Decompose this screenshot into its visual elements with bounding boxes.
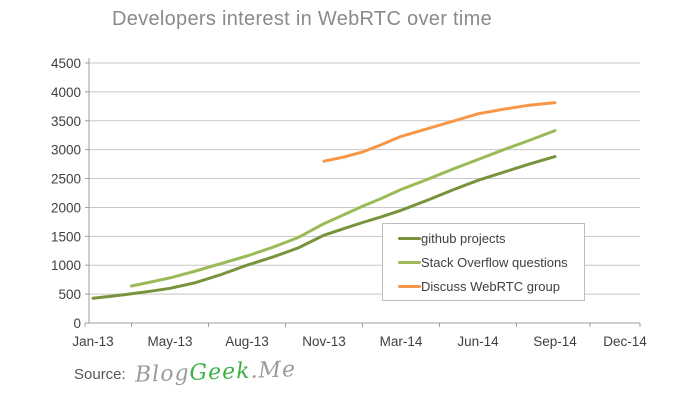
series-line-stack-overflow-questions	[130, 129, 557, 288]
legend-label: Discuss WebRTC group	[421, 278, 560, 294]
svg-text:4000: 4000	[51, 85, 81, 100]
svg-text:Sep-14: Sep-14	[533, 334, 577, 349]
svg-text:4500: 4500	[51, 56, 81, 71]
chart-title: Developers interest in WebRTC over time	[112, 8, 492, 30]
legend-key-line	[398, 284, 421, 288]
source-row: Source: BlogGeek.Me	[74, 357, 296, 388]
bloggeek-logo: BlogGeek.Me	[134, 357, 296, 388]
legend-label: github projects	[421, 230, 506, 246]
legend-item: Discuss WebRTC group	[398, 276, 584, 296]
svg-text:Nov-13: Nov-13	[302, 334, 346, 349]
x-axis-labels: Jan-13 May-13 Aug-13 Nov-13 Mar-14 Jun-14 Sep-…	[72, 334, 647, 349]
source-label: Source:	[74, 366, 126, 383]
svg-text:Aug-13: Aug-13	[225, 334, 269, 349]
svg-text:2000: 2000	[51, 200, 81, 215]
axes	[84, 58, 641, 327]
series-line-discuss-webrtc-group	[322, 101, 557, 163]
svg-text:1000: 1000	[51, 258, 81, 273]
legend-key-line	[398, 236, 421, 240]
svg-text:Mar-14: Mar-14	[380, 334, 423, 349]
svg-text:500: 500	[58, 287, 81, 302]
svg-text:Dec-14: Dec-14	[603, 334, 647, 349]
logo-part-blog: Blog	[134, 360, 190, 388]
legend-item: github projects	[398, 228, 584, 248]
svg-text:1500: 1500	[51, 229, 81, 244]
svg-text:2500: 2500	[51, 172, 81, 187]
series-line-github-projects	[91, 155, 557, 300]
svg-text:3000: 3000	[51, 143, 81, 158]
svg-text:Jan-13: Jan-13	[72, 334, 113, 349]
svg-text:0: 0	[73, 316, 81, 331]
chart-legend: github projects Stack Overflow questions D…	[382, 223, 585, 301]
legend-key-line	[398, 260, 421, 264]
legend-label: Stack Overflow questions	[421, 254, 568, 270]
svg-text:Jun-14: Jun-14	[457, 334, 499, 349]
logo-part-geek: Geek	[188, 358, 251, 386]
y-axis-labels: 0 500 1000 1500 2000 2500 3000 3500 4000 4500	[51, 56, 81, 331]
legend-item: Stack Overflow questions	[398, 252, 584, 272]
logo-part-me: .Me	[249, 357, 297, 384]
svg-text:May-13: May-13	[147, 334, 192, 349]
svg-text:3500: 3500	[51, 114, 81, 129]
